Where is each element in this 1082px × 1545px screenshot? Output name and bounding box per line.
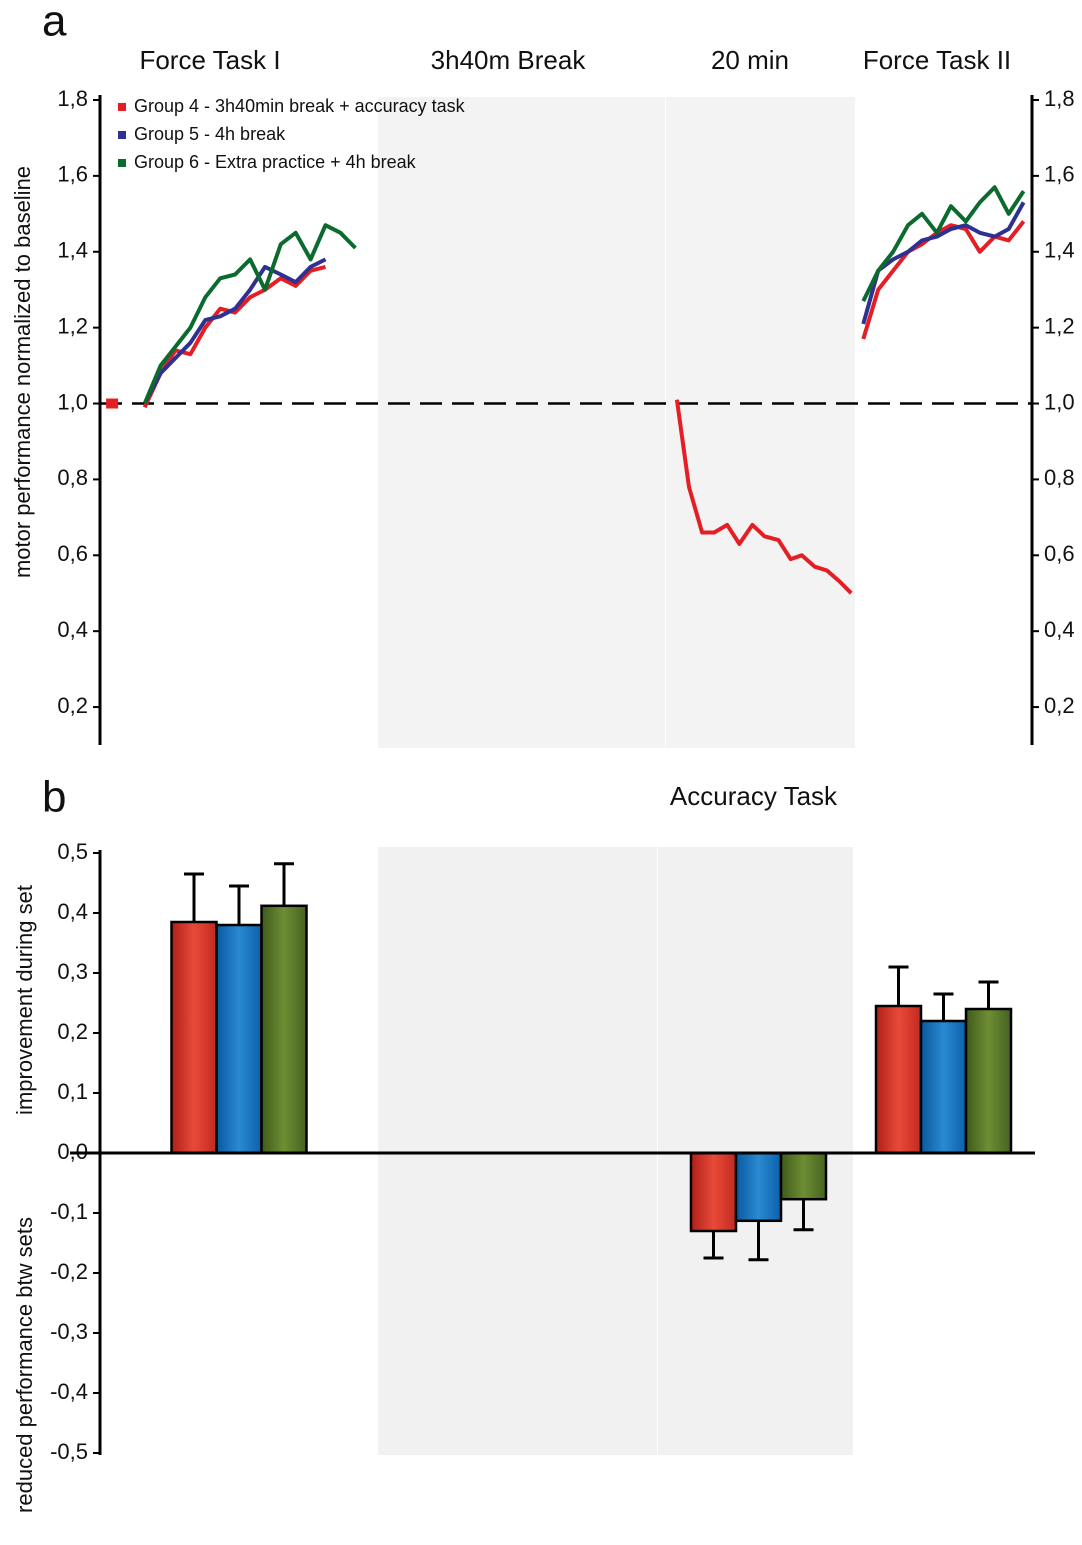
y-tick-label: -0,4	[50, 1379, 88, 1404]
series-line	[142, 264, 326, 409]
y-tick-label: -0,2	[50, 1259, 88, 1284]
bar	[689, 1151, 738, 1233]
y2-tick-label: 1,4	[1044, 238, 1075, 263]
shaded-band	[378, 847, 657, 1455]
section-label: 3h40m Break	[431, 45, 587, 75]
y-tick-label: 0,4	[57, 617, 88, 642]
legend-swatch	[118, 159, 126, 167]
bar	[215, 923, 263, 1155]
point-marker	[106, 398, 119, 409]
y-tick-label: -0,5	[50, 1439, 88, 1464]
y-tick-label: 0,2	[57, 1019, 88, 1044]
y-axis-title: reduced performance btw sets	[12, 1217, 37, 1513]
y-tick-label: 0,8	[57, 465, 88, 490]
shaded-band	[658, 847, 853, 1455]
y2-tick-label: 1,0	[1044, 389, 1075, 414]
y-tick-label: 0,2	[57, 693, 88, 718]
y-tick-label: 1,6	[57, 162, 88, 187]
category-label: Accuracy Task	[670, 781, 838, 811]
series-line	[142, 223, 357, 405]
shaded-band	[666, 97, 855, 748]
y2-tick-label: 1,8	[1044, 86, 1075, 111]
y-tick-label: -0,1	[50, 1199, 88, 1224]
legend-label: Group 4 - 3h40min break + accuracy task	[134, 96, 466, 116]
y-tick-label: 1,8	[57, 86, 88, 111]
y2-tick-label: 0,8	[1044, 465, 1075, 490]
y2-tick-label: 1,2	[1044, 313, 1075, 338]
y-tick-label: -0,3	[50, 1319, 88, 1344]
y-tick-label: 0,4	[57, 899, 88, 924]
bar	[964, 1007, 1013, 1155]
y-tick-label: 1,2	[57, 313, 88, 338]
section-label: Force Task II	[863, 45, 1011, 75]
y-tick-label: 0,6	[57, 541, 88, 566]
section-label: Force Task I	[139, 45, 280, 75]
y-tick-label: 1,4	[57, 238, 88, 263]
y2-tick-label: 1,6	[1044, 162, 1075, 187]
y-tick-label: 0,1	[57, 1079, 88, 1104]
series-line	[861, 220, 1026, 340]
panel-label: a	[42, 0, 67, 46]
y-axis-title: motor performance normalized to baseline	[10, 166, 35, 578]
series-line	[674, 399, 853, 595]
y-axis-title: improvement during set	[12, 885, 37, 1115]
y-tick-label: 0,0	[57, 1139, 88, 1164]
bar	[734, 1151, 783, 1223]
series-line	[861, 201, 1026, 325]
section-label: 20 min	[711, 45, 789, 75]
bar	[260, 904, 308, 1155]
y-tick-label: 0,3	[57, 959, 88, 984]
bar	[170, 920, 218, 1155]
bar	[874, 1004, 923, 1155]
series-line	[861, 185, 1026, 302]
bar	[779, 1151, 828, 1201]
panel-label: b	[42, 773, 66, 822]
legend-swatch	[118, 131, 126, 139]
legend-label: Group 6 - Extra practice + 4h break	[134, 152, 417, 172]
bar	[919, 1019, 968, 1155]
y-tick-label: 0,5	[57, 839, 88, 864]
series-line	[142, 257, 327, 405]
shaded-band	[378, 97, 665, 748]
y2-tick-label: 0,4	[1044, 617, 1075, 642]
legend-label: Group 5 - 4h break	[134, 124, 286, 144]
y2-tick-label: 0,2	[1044, 693, 1075, 718]
y-tick-label: 1,0	[57, 389, 88, 414]
legend-swatch	[118, 103, 126, 111]
y2-tick-label: 0,6	[1044, 541, 1075, 566]
